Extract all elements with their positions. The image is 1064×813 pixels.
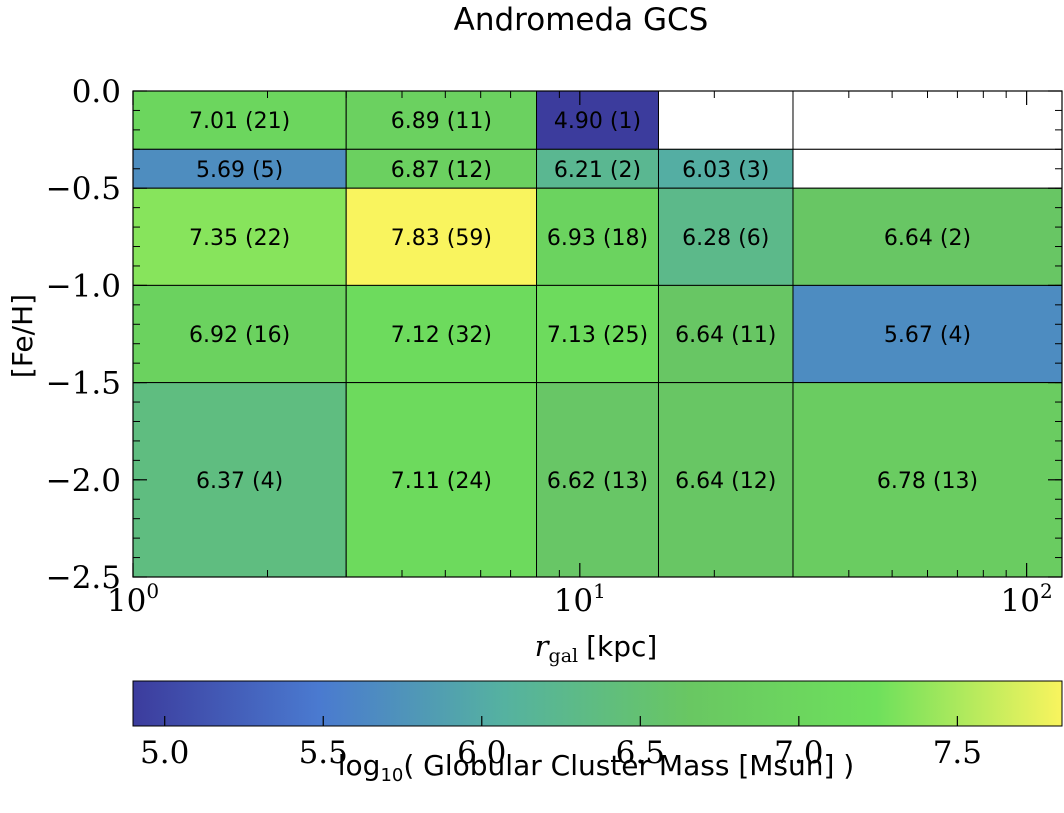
y-tick-label: −1.5 [46,366,121,402]
x-axis-label-unit: [kpc] [586,630,657,663]
chart-title: Andromeda GCS [454,2,709,38]
y-tick-label: 0.0 [72,74,121,110]
y-tick-label: −1.0 [46,268,121,304]
colorbar-label-prefix: log [338,749,381,782]
x-tick-label-exponent: 0 [146,579,159,603]
cell-label: 6.89 (11) [391,109,492,134]
cell-label: 6.64 (12) [675,469,776,494]
cell-label: 7.13 (25) [547,323,648,348]
colorbar-tick-label: 5.0 [140,735,189,771]
cell-label: 7.83 (59) [391,226,492,251]
cell-label: 7.35 (22) [189,226,290,251]
x-tick-label: 101 [554,579,606,619]
cell-label: 6.28 (6) [682,226,769,251]
x-tick-label: 102 [1001,579,1053,619]
x-tick-label: 100 [107,579,159,619]
y-axis-label: [Fe/H] [6,294,39,378]
x-tick-label-base: 10 [1001,583,1040,619]
cell-label: 5.67 (4) [884,323,971,348]
x-tick-label-base: 10 [554,583,593,619]
colorbar-tick-label: 7.5 [933,735,982,771]
x-tick-label-base: 10 [107,583,146,619]
cell-label: 6.21 (2) [554,158,641,183]
y-tick-label: −0.5 [46,171,121,207]
colorbar-gradient [133,681,1062,726]
cell-label: 7.11 (24) [391,469,492,494]
cell-label: 6.64 (11) [675,323,776,348]
x-tick-label-exponent: 1 [593,579,606,603]
colorbar-label-text: ( Globular Cluster Mass [Msun] ) [403,749,854,782]
colorbar-label: log10( Globular Cluster Mass [Msun] ) [338,749,854,786]
y-axis-label-text: [Fe/H] [6,294,39,378]
heatmap-cell [793,149,1062,188]
y-tick-label: −2.0 [46,463,121,499]
x-tick-label-exponent: 2 [1040,579,1053,603]
cell-label: 5.69 (5) [196,158,283,183]
cell-label: 6.37 (4) [196,469,283,494]
cell-label: 6.78 (13) [877,469,978,494]
heatmap-cell [793,91,1062,149]
cell-label: 6.92 (16) [189,323,290,348]
cell-label: 6.64 (2) [884,226,971,251]
x-axis-label-text: rgal [kpc] [535,629,658,667]
cell-label: 4.90 (1) [554,109,641,134]
cell-label: 7.12 (32) [391,323,492,348]
cell-label: 7.01 (21) [189,109,290,134]
colorbar-label-subscript: 10 [380,765,403,786]
colorbar: 5.0 5.5 6.0 6.5 7.0 7.5 log10( Globular Clust… [133,681,1062,786]
cell-label: 6.03 (3) [682,158,769,183]
cell-label: 6.93 (18) [547,226,648,251]
x-axis-label-subscript: gal [549,645,579,667]
heatmap-cell [658,91,793,149]
cell-label: 6.62 (13) [547,469,648,494]
x-axis-label: rgal [kpc] [535,629,658,667]
cell-label: 6.87 (12) [391,158,492,183]
